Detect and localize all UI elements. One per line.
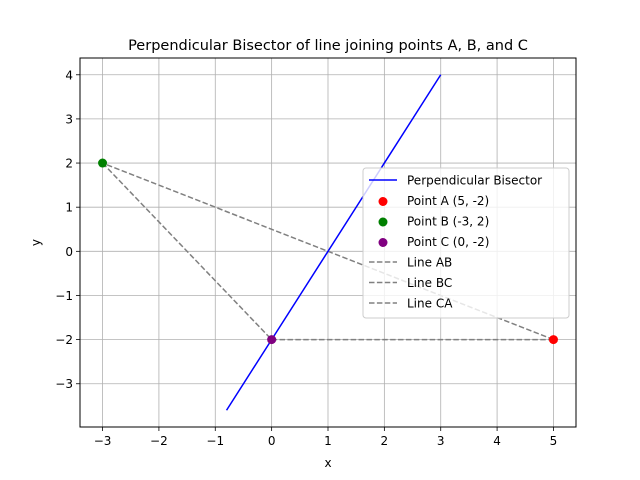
legend-label: Line AB xyxy=(407,256,452,270)
legend-label: Line CA xyxy=(407,297,453,311)
x-tick-label: 1 xyxy=(324,434,332,448)
y-tick-label: 4 xyxy=(65,68,73,82)
data-layer xyxy=(98,74,558,411)
legend-label: Line BC xyxy=(407,276,452,290)
x-tick-label: 3 xyxy=(437,434,445,448)
x-axis-label: x xyxy=(324,456,331,470)
x-tick-label: −2 xyxy=(150,434,168,448)
y-axis-label: y xyxy=(29,239,43,246)
legend-marker xyxy=(378,238,388,247)
y-tick-label: 3 xyxy=(65,112,73,126)
legend-label: Point A (5, -2) xyxy=(407,194,489,208)
data-point xyxy=(98,158,108,168)
y-tick-label: −2 xyxy=(55,333,73,347)
chart-title: Perpendicular Bisector of line joining p… xyxy=(128,38,528,54)
legend-box xyxy=(362,167,570,319)
x-tick-label: 2 xyxy=(381,434,389,448)
data-point xyxy=(548,335,558,345)
legend: Perpendicular Bisector Point A (5, -2) Poi… xyxy=(362,167,570,319)
legend-marker xyxy=(378,197,388,206)
series-line xyxy=(225,74,442,411)
x-tick-label: −1 xyxy=(206,434,224,448)
y-tick-label: −1 xyxy=(55,289,73,303)
y-tick-label: 1 xyxy=(65,201,73,215)
legend-marker xyxy=(378,217,388,227)
y-tick-label: 2 xyxy=(65,157,73,171)
y-tick-label: −3 xyxy=(55,377,73,391)
legend-label: Point B (-3, 2) xyxy=(407,215,489,229)
x-tick-label: −3 xyxy=(94,434,112,448)
ticks: −3 −2 −1 0 1 2 3 4 5 −3 −2 −1 0 1 2 3 4 xyxy=(55,68,557,448)
x-tick-label: 0 xyxy=(268,434,276,448)
legend-label: Point C (0, -2) xyxy=(407,235,489,249)
data-point xyxy=(267,335,277,345)
series-line xyxy=(102,162,273,341)
legend-label: Perpendicular Bisector xyxy=(407,174,542,188)
y-tick-label: 0 xyxy=(65,245,73,259)
x-tick-label: 4 xyxy=(493,434,501,448)
x-tick-label: 5 xyxy=(550,434,558,448)
